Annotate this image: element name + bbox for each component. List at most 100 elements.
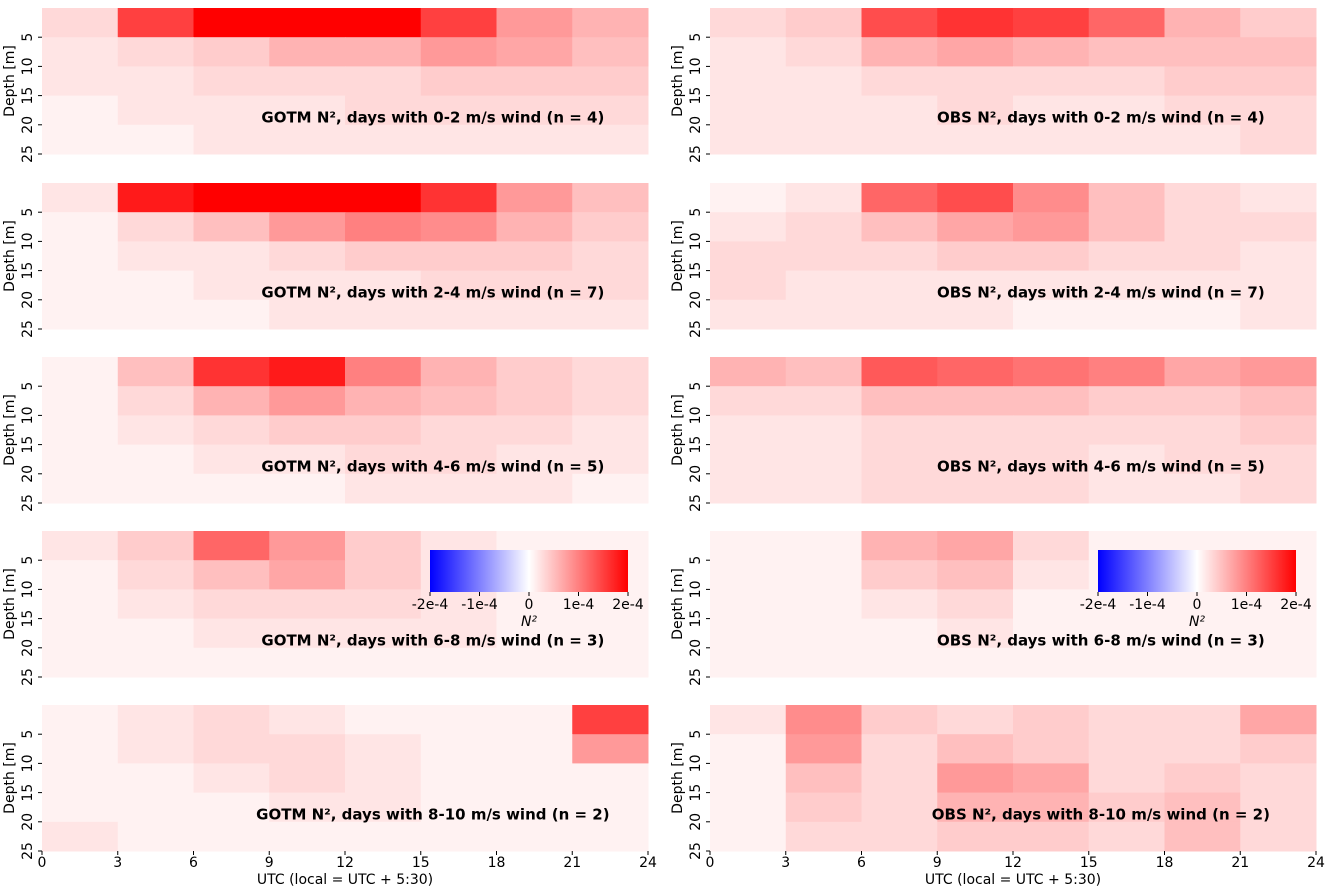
y-tick-label: 25 [688, 668, 704, 686]
heatmap-cell [710, 647, 787, 678]
heatmap-cell [269, 763, 346, 794]
y-tick-label: 15 [20, 610, 36, 628]
heatmap-cell [1164, 415, 1241, 446]
heatmap-cell [193, 241, 270, 272]
heatmap-cell [117, 821, 194, 852]
heatmap-cell [42, 183, 119, 213]
heatmap-cell [785, 705, 862, 735]
heatmap-cell [1013, 357, 1090, 387]
heatmap-cell [937, 183, 1014, 213]
heatmap-cell [1240, 386, 1317, 416]
heatmap-cell [937, 821, 1014, 852]
heatmap-cell [1240, 415, 1317, 446]
heatmap-cell [710, 444, 787, 475]
heatmap-cell [861, 589, 938, 620]
heatmap-cell [710, 473, 787, 504]
heatmap-cell [345, 241, 422, 272]
y-tick-label: 20 [20, 465, 36, 483]
heatmap-cell [1164, 95, 1241, 126]
heatmap-cell [117, 473, 194, 504]
y-tick-label: 10 [20, 754, 36, 772]
heatmap-cell [345, 647, 422, 678]
y-tick-label: 15 [688, 436, 704, 454]
heatmap-cell [710, 705, 787, 735]
heatmap-cell [1088, 618, 1165, 649]
heatmap-cell [785, 647, 862, 678]
heatmap-cell [861, 821, 938, 852]
heatmap-cell [42, 618, 119, 649]
heatmap-cell [420, 299, 497, 330]
heatmap-cell [937, 589, 1014, 620]
heatmap-cell [420, 95, 497, 126]
heatmap-cell [861, 212, 938, 242]
heatmap-cell [710, 241, 787, 272]
y-axis-label: Depth [m] [2, 45, 18, 117]
heatmap-cell [937, 299, 1014, 330]
heatmap-cell [710, 95, 787, 126]
heatmap-cell [710, 37, 787, 67]
heatmap-cell [269, 560, 346, 590]
heatmap-cell [1240, 763, 1317, 794]
y-tick-label: 10 [688, 57, 704, 75]
heatmap-cell [193, 8, 270, 38]
heatmap-cell [345, 734, 422, 764]
panel-title: OBS N², days with 6-8 m/s wind (n = 3) [937, 632, 1265, 650]
heatmap-cell [420, 8, 497, 38]
heatmap-cell [1013, 212, 1090, 242]
y-tick-label: 5 [688, 33, 704, 42]
heatmap-cell [785, 212, 862, 242]
heatmap-cell [42, 705, 119, 735]
heatmap-cell [785, 183, 862, 213]
heatmap-cell [420, 415, 497, 446]
heatmap-cell [1088, 37, 1165, 67]
heatmap-cell [937, 647, 1014, 678]
heatmap-cell [42, 270, 119, 301]
heatmap-cell [861, 531, 938, 561]
heatmap-cell [1013, 386, 1090, 416]
heatmap-cell [710, 618, 787, 649]
heatmap-cell [1240, 183, 1317, 213]
y-axis-label: Depth [m] [670, 742, 686, 814]
x-tick-label: 24 [639, 855, 657, 871]
heatmap-cell [117, 212, 194, 242]
x-tick-label: 3 [113, 855, 122, 871]
heatmap-cell [1164, 183, 1241, 213]
heatmap-cell [1164, 66, 1241, 97]
y-tick-label: 5 [20, 208, 36, 217]
heatmap-cell [420, 183, 497, 213]
heatmap-cell [861, 792, 938, 823]
heatmap-cell [785, 821, 862, 852]
heatmap-cell [42, 37, 119, 67]
heatmap-cell [1164, 618, 1241, 649]
x-tick-label: 21 [563, 855, 581, 871]
heatmap-cell [785, 241, 862, 272]
heatmap-cell [861, 241, 938, 272]
heatmap-cell [42, 299, 119, 330]
heatmap-cell [42, 734, 119, 764]
heatmap-cell [1240, 270, 1317, 301]
heatmap-cell [1164, 357, 1241, 387]
heatmap-cell [861, 734, 938, 764]
heatmap-cell [420, 473, 497, 504]
heatmap-cell [193, 705, 270, 735]
heatmap-cell [1013, 734, 1090, 764]
y-tick-label: 5 [20, 556, 36, 565]
heatmap-cell [496, 647, 573, 678]
y-tick-label: 5 [20, 33, 36, 42]
heatmap-cell [1088, 183, 1165, 213]
heatmap-cell [345, 124, 422, 155]
heatmap-cell [496, 473, 573, 504]
heatmap-cell [785, 560, 862, 590]
heatmap-cell [1164, 589, 1241, 620]
x-axis-label: UTC (local = UTC + 5:30) [925, 872, 1101, 886]
heatmap-cell [269, 705, 346, 735]
y-tick-label: 5 [688, 382, 704, 391]
heatmap-cell [1013, 560, 1090, 590]
heatmap-cell [420, 792, 497, 823]
heatmap-cell [345, 8, 422, 38]
heatmap-cell [710, 212, 787, 242]
heatmap-cell [1013, 241, 1090, 272]
heatmap-cell [1013, 183, 1090, 213]
heatmap-cell [420, 270, 497, 301]
heatmap-cell [1013, 647, 1090, 678]
